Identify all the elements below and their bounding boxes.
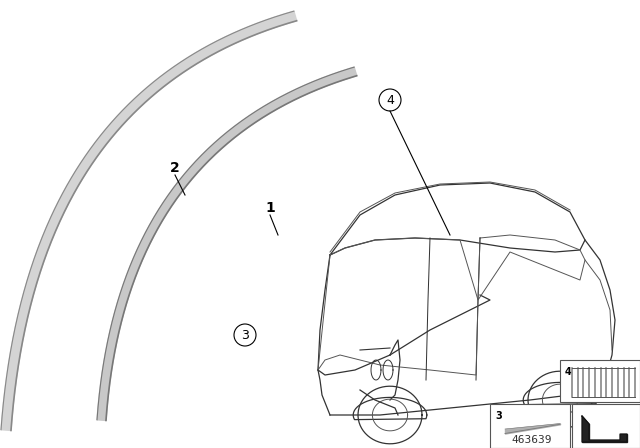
Text: 463639: 463639: [512, 435, 552, 445]
Polygon shape: [582, 416, 627, 442]
Text: 4: 4: [386, 94, 394, 107]
Polygon shape: [97, 67, 356, 420]
Bar: [490, 404, 570, 448]
Text: 1: 1: [265, 201, 275, 215]
Text: 2: 2: [170, 161, 180, 175]
Text: 4: 4: [565, 367, 572, 377]
Polygon shape: [1, 11, 297, 431]
Text: 3: 3: [241, 328, 249, 341]
Text: 3: 3: [495, 411, 502, 421]
Bar: [560, 360, 640, 402]
Bar: [572, 404, 640, 448]
